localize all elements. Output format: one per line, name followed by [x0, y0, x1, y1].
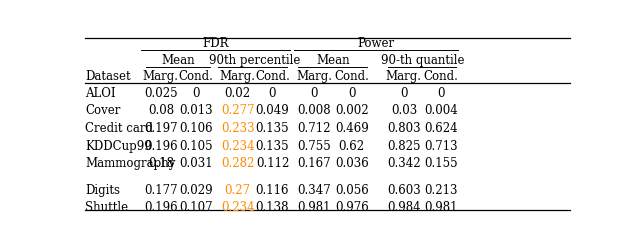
- Text: 0: 0: [437, 87, 445, 100]
- Text: Marg.: Marg.: [296, 70, 332, 83]
- Text: 0.469: 0.469: [335, 122, 369, 135]
- Text: 0.029: 0.029: [179, 184, 212, 197]
- Text: Cond.: Cond.: [255, 70, 290, 83]
- Text: 0: 0: [348, 87, 356, 100]
- Text: 0: 0: [310, 87, 318, 100]
- Text: Mean: Mean: [316, 54, 350, 66]
- Text: KDDCup99: KDDCup99: [86, 140, 152, 153]
- Text: FDR: FDR: [202, 37, 228, 50]
- Text: ALOI: ALOI: [86, 87, 116, 100]
- Text: Marg.: Marg.: [143, 70, 179, 83]
- Text: 0.197: 0.197: [144, 122, 178, 135]
- Text: 0: 0: [400, 87, 408, 100]
- Text: 0.107: 0.107: [179, 201, 212, 214]
- Text: Digits: Digits: [86, 184, 120, 197]
- Text: 0.135: 0.135: [255, 140, 289, 153]
- Text: 0.105: 0.105: [179, 140, 212, 153]
- Text: 0.196: 0.196: [144, 201, 178, 214]
- Text: 0.755: 0.755: [297, 140, 331, 153]
- Text: 0.155: 0.155: [424, 157, 458, 170]
- Text: 0.03: 0.03: [391, 105, 417, 118]
- Text: 0.981: 0.981: [298, 201, 331, 214]
- Text: 0.981: 0.981: [424, 201, 458, 214]
- Text: 0.177: 0.177: [144, 184, 178, 197]
- Text: 0.008: 0.008: [298, 105, 331, 118]
- Text: 0.712: 0.712: [298, 122, 331, 135]
- Text: 0.234: 0.234: [221, 140, 255, 153]
- Text: 0.277: 0.277: [221, 105, 255, 118]
- Text: Power: Power: [358, 37, 395, 50]
- Text: 0.002: 0.002: [335, 105, 369, 118]
- Text: 0.213: 0.213: [424, 184, 458, 197]
- Text: Marg.: Marg.: [386, 70, 422, 83]
- Text: 90th percentile: 90th percentile: [209, 54, 301, 66]
- Text: 0: 0: [192, 87, 199, 100]
- Text: Marg.: Marg.: [220, 70, 256, 83]
- Text: Cover: Cover: [86, 105, 121, 118]
- Text: 0.984: 0.984: [387, 201, 420, 214]
- Text: Shuttle: Shuttle: [86, 201, 129, 214]
- Text: 0.603: 0.603: [387, 184, 420, 197]
- Text: 0.135: 0.135: [255, 122, 289, 135]
- Text: 0.342: 0.342: [387, 157, 420, 170]
- Text: 0.825: 0.825: [387, 140, 420, 153]
- Text: 0.167: 0.167: [298, 157, 331, 170]
- Text: Mean: Mean: [161, 54, 195, 66]
- Text: 0.112: 0.112: [256, 157, 289, 170]
- Text: 0.18: 0.18: [148, 157, 174, 170]
- Text: 0.976: 0.976: [335, 201, 369, 214]
- Text: 0.025: 0.025: [144, 87, 178, 100]
- Text: 0.036: 0.036: [335, 157, 369, 170]
- Text: 0.004: 0.004: [424, 105, 458, 118]
- Text: 0.347: 0.347: [297, 184, 331, 197]
- Text: 0.013: 0.013: [179, 105, 212, 118]
- Text: 0.08: 0.08: [148, 105, 174, 118]
- Text: 0.056: 0.056: [335, 184, 369, 197]
- Text: 0.116: 0.116: [256, 184, 289, 197]
- Text: 0.803: 0.803: [387, 122, 420, 135]
- Text: 0.106: 0.106: [179, 122, 212, 135]
- Text: 0.282: 0.282: [221, 157, 255, 170]
- Text: 0.713: 0.713: [424, 140, 458, 153]
- Text: 0.233: 0.233: [221, 122, 255, 135]
- Text: 0.234: 0.234: [221, 201, 255, 214]
- Text: 0.138: 0.138: [256, 201, 289, 214]
- Text: Dataset: Dataset: [86, 70, 131, 83]
- Text: 0.27: 0.27: [225, 184, 251, 197]
- Text: 90-th quantile: 90-th quantile: [381, 54, 464, 66]
- Text: Credit card: Credit card: [86, 122, 154, 135]
- Text: 0.196: 0.196: [144, 140, 178, 153]
- Text: 0.62: 0.62: [339, 140, 365, 153]
- Text: 0.02: 0.02: [225, 87, 251, 100]
- Text: 0: 0: [269, 87, 276, 100]
- Text: Cond.: Cond.: [424, 70, 458, 83]
- Text: Cond.: Cond.: [178, 70, 213, 83]
- Text: Mammography: Mammography: [86, 157, 176, 170]
- Text: 0.049: 0.049: [255, 105, 289, 118]
- Text: Cond.: Cond.: [334, 70, 369, 83]
- Text: 0.031: 0.031: [179, 157, 212, 170]
- Text: 0.624: 0.624: [424, 122, 458, 135]
